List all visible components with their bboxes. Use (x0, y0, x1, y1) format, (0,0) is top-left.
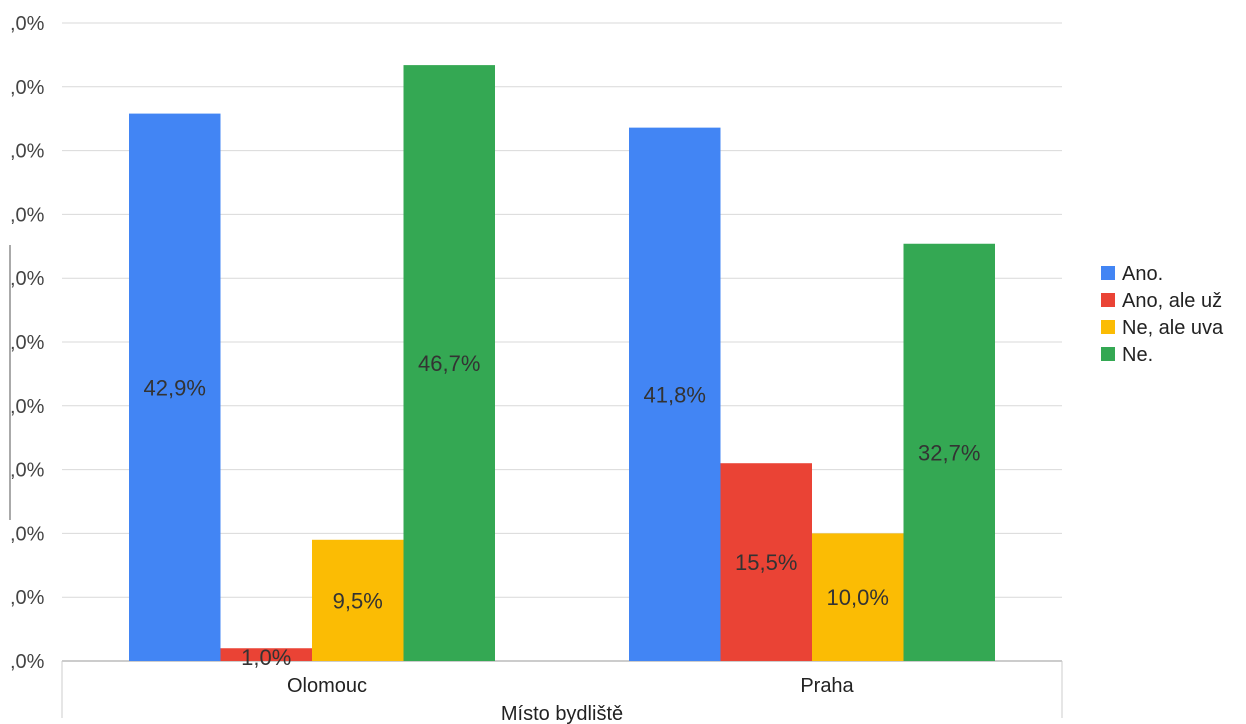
bar[interactable] (903, 243, 996, 662)
y-tick-label: ,0% (10, 77, 45, 99)
bar[interactable] (220, 648, 313, 661)
bar[interactable] (720, 463, 813, 661)
data-label: 10,0% (827, 585, 889, 610)
legend-swatch (1101, 266, 1115, 280)
legend-label: Ne, ale uva (1122, 317, 1224, 339)
x-category-label: Praha (800, 675, 854, 697)
bar[interactable] (312, 539, 404, 661)
legend-swatch (1101, 293, 1115, 307)
y-tick-label: ,0% (10, 141, 45, 163)
legend-label: Ano. (1122, 263, 1163, 285)
gridlines (62, 22, 1062, 662)
y-tick-label: ,0% (10, 396, 45, 418)
y-axis-ticks: ,0% ,0% ,0% ,0% ,0% ,0% ,0% ,0% ,0% ,0% ,0% (10, 13, 45, 673)
data-labels: 42,9% 1,0% 9,5% 46,7% 41,8% 15,5% 10,0% 32,7% (144, 351, 981, 670)
x-axis: Olomouc Praha (61, 661, 1063, 718)
y-tick-label: ,0% (10, 460, 45, 482)
data-label: 9,5% (333, 588, 383, 613)
legend-label: Ano, ale už (1122, 290, 1222, 312)
x-category-label: Olomouc (287, 675, 367, 697)
data-label: 1,0% (241, 645, 291, 670)
bar[interactable] (129, 113, 221, 661)
y-tick-label: ,0% (10, 332, 45, 354)
y-tick-label: ,0% (10, 204, 45, 226)
y-tick-label: ,0% (10, 268, 45, 290)
y-tick-label: ,0% (10, 587, 45, 609)
bar[interactable] (403, 65, 496, 661)
bars (129, 65, 996, 662)
y-tick-label: ,0% (10, 13, 45, 35)
bar[interactable] (629, 127, 721, 661)
bar[interactable] (812, 533, 904, 661)
legend[interactable]: Ano. Ano, ale už Ne, ale uva Ne. (1101, 263, 1224, 366)
y-tick-label: ,0% (10, 651, 45, 673)
data-label: 15,5% (735, 550, 797, 575)
data-label: 46,7% (418, 351, 480, 376)
legend-label: Ne. (1122, 344, 1153, 366)
legend-swatch (1101, 320, 1115, 334)
data-label: 32,7% (918, 440, 980, 465)
y-tick-label: ,0% (10, 523, 45, 545)
data-label: 42,9% (144, 375, 206, 400)
data-label: 41,8% (644, 382, 706, 407)
legend-swatch (1101, 347, 1115, 361)
x-axis-title: Místo bydliště (501, 703, 623, 724)
